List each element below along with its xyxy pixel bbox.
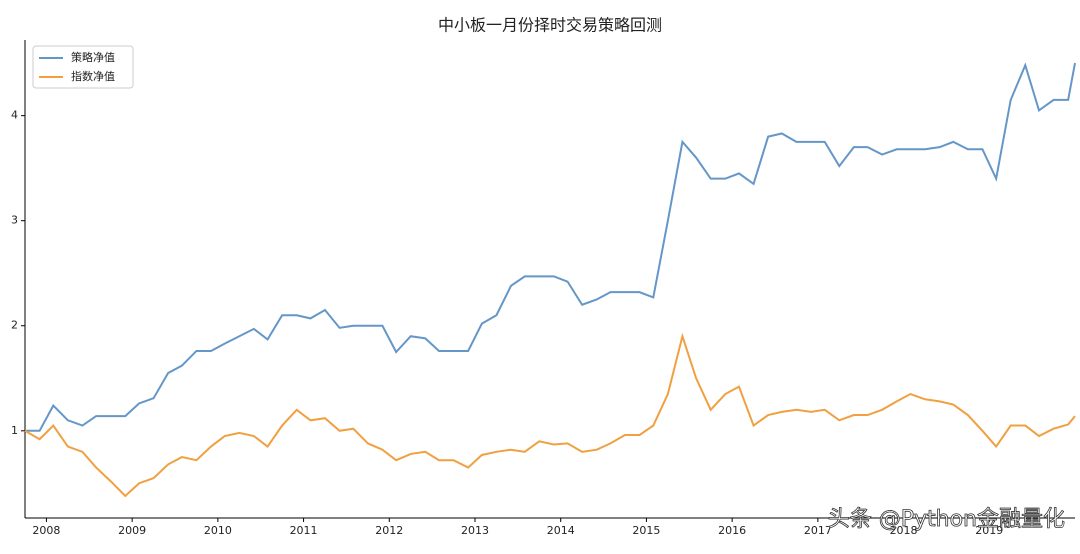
x-tick-label: 2013	[461, 524, 489, 537]
x-tick-label: 2011	[290, 524, 318, 537]
legend-label: 策略净值	[71, 50, 115, 64]
x-tick-label: 2018	[890, 524, 918, 537]
x-tick-label: 2012	[375, 524, 403, 537]
x-tick-label: 2017	[804, 524, 832, 537]
y-tick-label: 2	[11, 319, 18, 332]
y-tick-label: 3	[11, 214, 18, 227]
x-tick-label: 2015	[632, 524, 660, 537]
x-tick-label: 2016	[718, 524, 746, 537]
y-tick-label: 1	[11, 424, 18, 437]
x-tick-label: 2019	[975, 524, 1003, 537]
x-tick-label: 2014	[547, 524, 575, 537]
x-tick-label: 2009	[118, 524, 146, 537]
series-line	[25, 62, 1076, 432]
watermark: 头条 @Python金融量化	[828, 507, 1065, 532]
x-tick-label: 2010	[204, 524, 232, 537]
legend-label: 指数净值	[71, 69, 115, 83]
series-line	[24, 332, 1076, 498]
y-tick-label: 4	[11, 109, 18, 122]
x-tick-label: 2008	[32, 524, 60, 537]
chart-title: 中小板一月份择时交易策略回测	[438, 16, 662, 35]
